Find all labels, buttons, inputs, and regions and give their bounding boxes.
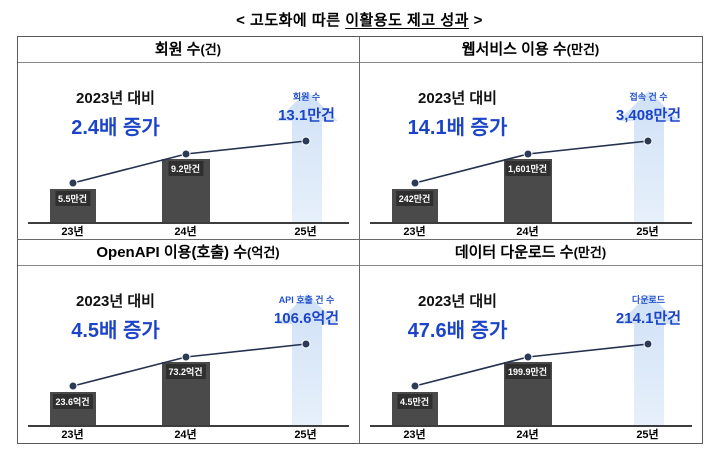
comparison-label: 2023년 대비 47.6배 증가 [378, 290, 538, 343]
panel-title: 데이터 다운로드 수 [454, 244, 574, 261]
comparison-label: 2023년 대비 14.1배 증가 [378, 87, 538, 140]
panel-body: 2023년 대비 14.1배 증가 242만건 1,601만건 접속 건 수 3… [360, 63, 702, 239]
arrow-caption: 다운로드 214.1만건 [589, 293, 709, 328]
bar-2024: 199.9만건 [503, 362, 552, 425]
bar-2024-value: 73.2억건 [165, 364, 206, 379]
x-label-2024: 24년 [174, 226, 197, 238]
x-label-2024: 24년 [174, 429, 197, 441]
comparison-label: 2023년 대비 4.5배 증가 [36, 290, 196, 343]
x-label-2023: 23년 [61, 226, 84, 238]
bar-2023: 242만건 [391, 189, 438, 222]
x-label-2025: 25년 [294, 226, 317, 238]
bar-2023-value: 242만건 [395, 191, 434, 206]
bar-2024: 9.2만건 [161, 159, 210, 222]
comparison-multiplier: 2.4배 증가 [71, 117, 160, 139]
panel-openapi-calls: OpenAPI 이용(호출) 수(억건) 2023년 대비 4.5배 증가 23… [17, 240, 360, 443]
bar-2023-value: 23.6억건 [52, 394, 93, 409]
panel-webservice-usage-header: 웹서비스 이용 수(만건) [359, 37, 702, 63]
panel-member-count-header: 회원 수(건) [17, 37, 359, 63]
comparison-label: 2023년 대비 2.4배 증가 [36, 87, 196, 140]
arrow-caption-label: API 호출 건 수 [278, 295, 335, 305]
x-label-2025: 25년 [294, 429, 317, 441]
panel-title: 회원 수 [154, 41, 201, 58]
growth-arrow [617, 91, 680, 223]
panel-title: OpenAPI 이용(호출) 수 [96, 244, 248, 261]
x-label-2023: 23년 [403, 429, 426, 441]
panel-title-unit: (만건) [566, 42, 600, 57]
panel-title-unit: (건) [200, 42, 222, 57]
comparison-multiplier: 47.6배 증가 [407, 320, 508, 342]
panel-title-unit: (만건) [573, 245, 607, 260]
arrow-caption-value: 13.1만건 [278, 107, 335, 124]
panel-data-downloads-header: 데이터 다운로드 수(만건) [359, 240, 702, 266]
page-title: < 고도화에 따른 이활용도 제고 성과 > [0, 0, 719, 36]
comparison-base: 2023년 대비 [76, 90, 155, 107]
growth-arrow [275, 91, 338, 223]
bar-2023-value: 5.5만건 [54, 191, 91, 206]
page-title-underlined: 이활용도 제고 성과 [345, 12, 469, 29]
arrow-caption-label: 접속 건 수 [629, 92, 668, 102]
x-label-2023: 23년 [61, 429, 84, 441]
bar-2023: 23.6억건 [49, 392, 96, 425]
arrow-caption-value: 106.6억건 [273, 310, 340, 327]
chart-grid: 회원 수(건) 2023년 대비 2.4배 증가 5.5만건 9.2만건 [16, 36, 703, 444]
comparison-base: 2023년 대비 [418, 90, 497, 107]
comparison-multiplier: 4.5배 증가 [71, 320, 160, 342]
bar-2024: 73.2억건 [161, 362, 210, 425]
bar-2024-value: 1,601만건 [504, 161, 551, 176]
x-axis-line [369, 425, 692, 427]
x-label-2023: 23년 [403, 226, 426, 238]
bar-2023: 5.5만건 [49, 189, 96, 222]
panel-title: 웹서비스 이용 수 [461, 41, 567, 58]
bar-2024-value: 199.9만건 [504, 364, 551, 379]
growth-arrow [275, 294, 338, 426]
panel-data-downloads: 데이터 다운로드 수(만건) 2023년 대비 47.6배 증가 4.5만건 1… [359, 240, 702, 443]
panel-webservice-usage: 웹서비스 이용 수(만건) 2023년 대비 14.1배 증가 242만건 1,… [359, 37, 702, 240]
x-axis-line [27, 425, 349, 427]
arrow-caption-label: 회원 수 [292, 92, 321, 102]
panel-openapi-calls-header: OpenAPI 이용(호출) 수(억건) [17, 240, 359, 266]
bar-2023: 4.5만건 [391, 392, 438, 425]
panel-body: 2023년 대비 2.4배 증가 5.5만건 9.2만건 회원 수 13.1만건… [18, 63, 359, 239]
panel-body: 2023년 대비 47.6배 증가 4.5만건 199.9만건 다운로드 214… [360, 266, 702, 442]
x-label-2024: 24년 [516, 226, 539, 238]
x-label-2024: 24년 [516, 429, 539, 441]
growth-arrow [617, 294, 680, 426]
arrow-caption-label: 다운로드 [631, 295, 666, 305]
arrow-caption-value: 3,408만건 [615, 107, 682, 124]
x-label-2025: 25년 [636, 226, 659, 238]
x-axis-line [27, 222, 349, 224]
bar-2024: 1,601만건 [503, 159, 552, 222]
arrow-caption: 회원 수 13.1만건 [247, 90, 367, 125]
bar-2024-value: 9.2만건 [167, 161, 204, 176]
x-axis-line [369, 222, 692, 224]
comparison-base: 2023년 대비 [76, 293, 155, 310]
arrow-caption: 접속 건 수 3,408만건 [589, 90, 709, 125]
page-title-suffix: > [468, 12, 483, 29]
arrow-caption: API 호출 건 수 106.6억건 [247, 293, 367, 328]
comparison-multiplier: 14.1배 증가 [407, 117, 508, 139]
panel-title-unit: (억건) [247, 245, 280, 260]
arrow-caption-value: 214.1만건 [615, 310, 682, 327]
panel-member-count: 회원 수(건) 2023년 대비 2.4배 증가 5.5만건 9.2만건 [17, 37, 360, 240]
bar-2023-value: 4.5만건 [396, 394, 433, 409]
comparison-base: 2023년 대비 [418, 293, 497, 310]
page-title-prefix: < 고도화에 따른 [236, 12, 346, 29]
x-label-2025: 25년 [636, 429, 659, 441]
panel-body: 2023년 대비 4.5배 증가 23.6억건 73.2억건 API 호출 건 … [18, 266, 359, 442]
